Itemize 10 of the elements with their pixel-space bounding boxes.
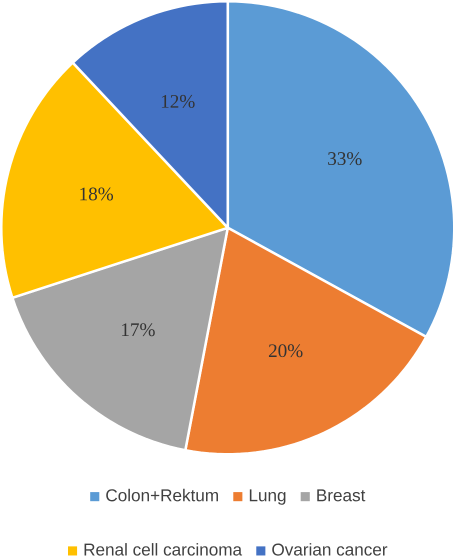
data-label: 17% <box>122 323 155 336</box>
legend-label: Renal cell carcinoma <box>84 543 242 556</box>
legend-label: Breast <box>317 489 366 502</box>
legend-label: Lung <box>250 489 286 505</box>
data-label: 20% <box>269 344 303 358</box>
data-label: 12% <box>162 94 195 108</box>
data-label: 33% <box>328 152 362 166</box>
data-label: 18% <box>80 188 114 200</box>
legend-label: Colon+Rektum <box>106 488 218 502</box>
legend-label: Ovarian cancer <box>272 543 388 556</box>
